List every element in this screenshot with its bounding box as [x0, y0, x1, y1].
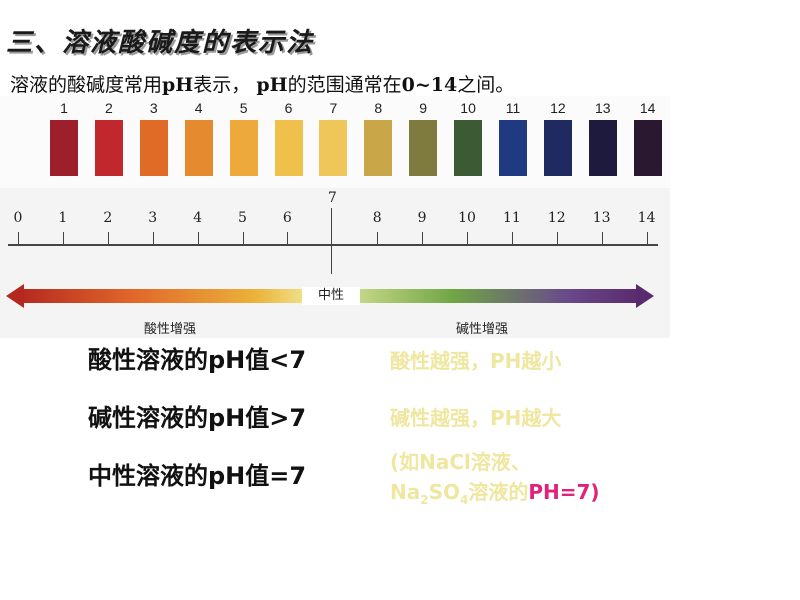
example-so: SO — [428, 480, 460, 504]
intro-range: 0~14 — [401, 74, 458, 96]
page-title: 三、溶液酸碱度的表示法 — [6, 28, 315, 58]
strip-swatch — [633, 120, 662, 176]
strip-swatch — [50, 120, 78, 176]
example-na: Na — [390, 480, 421, 504]
strip-number: 9 — [419, 100, 428, 116]
example-sub: 4 — [460, 493, 469, 507]
scale-tick — [512, 232, 513, 244]
strip-number: 1 — [60, 100, 68, 116]
intro-part: 表示， — [193, 74, 251, 96]
ph-neutral-line — [331, 208, 332, 274]
strip-number: 4 — [194, 100, 203, 116]
intro-ph: pH — [256, 74, 288, 96]
intro-ph: pH — [162, 74, 194, 96]
ph-scale — [0, 188, 670, 338]
scale-tick — [602, 232, 603, 244]
scale-tick — [287, 232, 288, 244]
base-statement: 碱性溶液的pH值>7 — [88, 404, 307, 432]
scale-number: 5 — [238, 210, 247, 226]
scale-number: 0 — [13, 210, 23, 226]
strip-swatch — [274, 120, 303, 176]
neutral-statement: 中性溶液的pH值=7 — [88, 462, 307, 490]
strip-swatch — [499, 120, 527, 176]
scale-tick — [153, 232, 154, 244]
scale-number: 11 — [502, 210, 521, 226]
strip-swatch — [94, 120, 123, 176]
example-sub: 2 — [420, 493, 429, 507]
scale-number: 3 — [148, 210, 158, 226]
strip-swatch — [543, 120, 572, 176]
scale-number: 12 — [547, 210, 566, 226]
strip-number: 11 — [505, 100, 521, 116]
strip-number: 12 — [550, 100, 566, 116]
scale-number: 2 — [103, 210, 113, 226]
scale-tick — [467, 232, 468, 244]
strip-number: 6 — [284, 100, 293, 116]
strip-swatch — [588, 120, 617, 176]
scale-number: 1 — [58, 210, 68, 226]
scale-tick — [108, 232, 109, 244]
scale-tick — [18, 232, 19, 244]
strip-number: 7 — [329, 100, 338, 116]
example-rest: 溶液的 — [468, 480, 529, 504]
strip-number: 5 — [239, 100, 248, 116]
scale-tick — [63, 232, 64, 244]
scale-tick — [647, 232, 648, 244]
arrow-left-icon — [6, 284, 24, 308]
scale-tick — [243, 232, 244, 244]
acid-statement: 酸性溶液的pH值<7 — [88, 346, 307, 374]
base-note: 碱性越强，PH越大 — [390, 406, 562, 430]
scale-tick — [422, 232, 423, 244]
intro-part: 的范围通常在 — [287, 74, 402, 96]
scale-number: 10 — [458, 210, 476, 226]
strip-swatch — [409, 120, 438, 176]
strip-swatch — [229, 120, 258, 176]
acid-stronger-label: 酸性增强 — [144, 322, 197, 337]
strip-swatch — [139, 120, 168, 176]
arrow-right-icon — [636, 284, 654, 308]
strip-number: 13 — [595, 100, 611, 116]
scale-number: 4 — [193, 210, 203, 226]
strip-number: 2 — [104, 100, 113, 116]
neutral-example-line1: (如NaCl溶液、 — [390, 450, 531, 474]
strip-swatch — [364, 120, 393, 176]
example-ph: PH=7) — [528, 480, 600, 504]
scale-number: 14 — [637, 210, 656, 226]
strip-swatch — [319, 120, 348, 176]
strip-number: 3 — [149, 100, 158, 116]
intro-part: 之间。 — [457, 74, 515, 96]
scale-number: 9 — [417, 210, 427, 226]
base-stronger-label: 碱性增强 — [456, 322, 509, 337]
scale-number: 7 — [327, 190, 337, 206]
scale-tick — [557, 232, 558, 244]
strip-number: 10 — [460, 100, 476, 116]
strip-swatch — [454, 120, 483, 176]
scale-tick — [198, 232, 199, 244]
scale-number: 8 — [372, 210, 382, 226]
ph-axis-line — [8, 244, 658, 246]
neutral-example-line2: Na2SO4溶液的PH=7) — [390, 476, 600, 507]
intro-sentence: 溶液的酸碱度常用pH表示， pH的范围通常在0~14之间。 — [10, 70, 514, 97]
neutral-label: 中性 — [302, 287, 360, 305]
scale-tick — [377, 232, 378, 244]
strip-swatch — [184, 120, 213, 176]
scale-number: 6 — [282, 210, 292, 226]
strip-number: 14 — [639, 100, 656, 116]
acid-note: 酸性越强，PH越小 — [390, 349, 562, 373]
scale-number: 13 — [592, 210, 611, 226]
intro-part: 溶液的酸碱度常用 — [10, 74, 163, 96]
strip-number: 8 — [374, 100, 383, 116]
